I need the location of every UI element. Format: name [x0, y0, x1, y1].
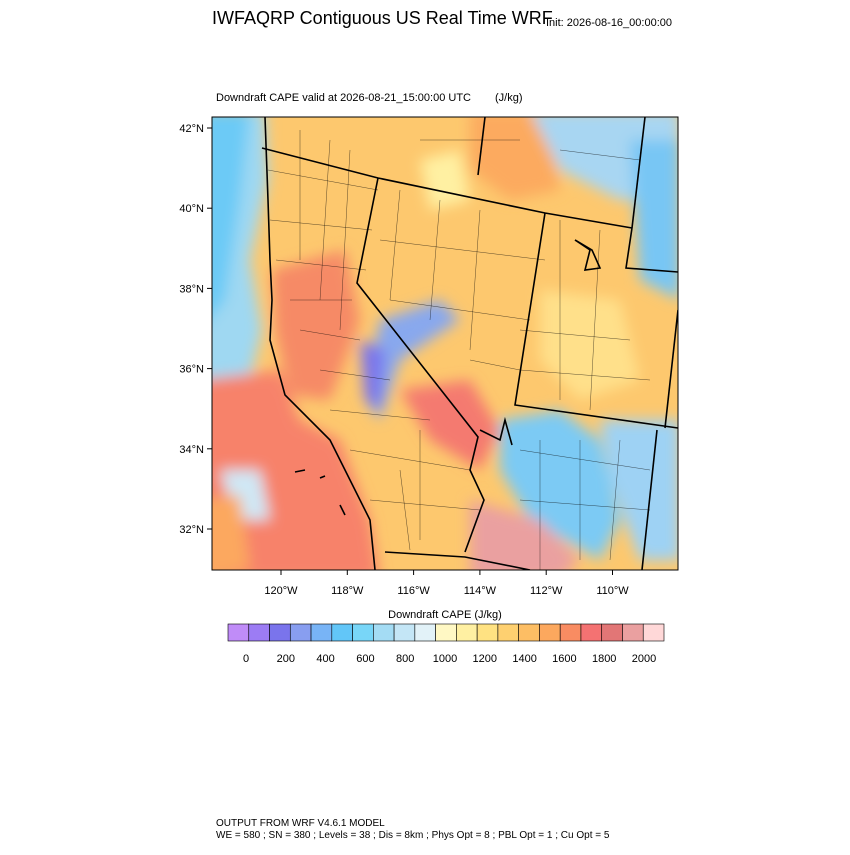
lon-label: 120°W — [264, 585, 298, 597]
map-field — [212, 117, 678, 570]
county-lines — [267, 130, 651, 570]
colorbar-box — [248, 623, 270, 642]
lat-label: 36°N — [179, 364, 204, 376]
footer-line: OUTPUT FROM WRF V4.6.1 MODEL — [216, 818, 385, 829]
colorbar-tick-label: 1400 — [512, 653, 536, 665]
lon-label: 116°W — [397, 585, 430, 597]
units: (J/kg) — [495, 92, 523, 104]
colorbar-box — [414, 623, 436, 642]
colorbar-box — [497, 623, 519, 642]
colorbar-box — [227, 623, 250, 642]
lat-label: 34°N — [179, 444, 204, 456]
subtitle: Downdraft CAPE valid at 2026-08-21_15:00… — [216, 92, 471, 104]
colorbar-box — [393, 623, 416, 642]
colorbar-tick-label: 400 — [316, 653, 334, 665]
state-borders — [261, 117, 678, 570]
lat-label: 42°N — [179, 123, 204, 135]
init-time: Init: 2026-08-16_00:00:00 — [546, 17, 672, 29]
colorbar-box — [352, 623, 374, 642]
lat-label: 40°N — [179, 203, 204, 215]
lat-label: 32°N — [179, 524, 204, 536]
colorbar-box — [456, 623, 478, 642]
footer-line: WE = 580 ; SN = 380 ; Levels = 38 ; Dis … — [216, 830, 610, 841]
lat-label: 38°N — [179, 283, 204, 295]
colorbar-tick-label: 1000 — [433, 653, 457, 665]
colorbar-tick-label: 2000 — [632, 653, 656, 665]
colorbar-box — [601, 623, 623, 642]
colorbar-box — [622, 623, 644, 642]
colorbar-tick-label: 800 — [396, 653, 414, 665]
lon-label: 112°W — [530, 585, 563, 597]
title: IWFAQRP Contiguous US Real Time WRF — [212, 8, 553, 28]
colorbar-tick-label: 200 — [277, 653, 295, 665]
lon-label: 114°W — [464, 585, 497, 597]
colorbar-box — [580, 623, 603, 642]
colorbar-box — [331, 623, 353, 642]
colorbar-box — [476, 623, 499, 642]
colorbar-box — [289, 623, 312, 642]
colorbar-box — [269, 623, 291, 642]
colorbar-box — [559, 623, 582, 642]
map-frame — [211, 116, 679, 571]
colorbar-box — [310, 623, 333, 642]
colorbar-tick-label: 1600 — [552, 653, 576, 665]
colorbar-box — [373, 623, 395, 642]
colorbar-tick-label: 600 — [356, 653, 374, 665]
colorbar-box — [435, 623, 457, 642]
lon-label: 118°W — [331, 585, 364, 597]
lon-label: 110°W — [596, 585, 629, 597]
colorbar-box — [642, 623, 665, 642]
colorbar-box — [518, 623, 540, 642]
colorbar-title: Downdraft CAPE (J/kg) — [388, 609, 502, 621]
colorbar-tick-label: 1800 — [592, 653, 616, 665]
colorbar-box — [539, 623, 561, 642]
colorbar-tick-label: 0 — [243, 653, 249, 665]
colorbar-tick-label: 1200 — [473, 653, 497, 665]
